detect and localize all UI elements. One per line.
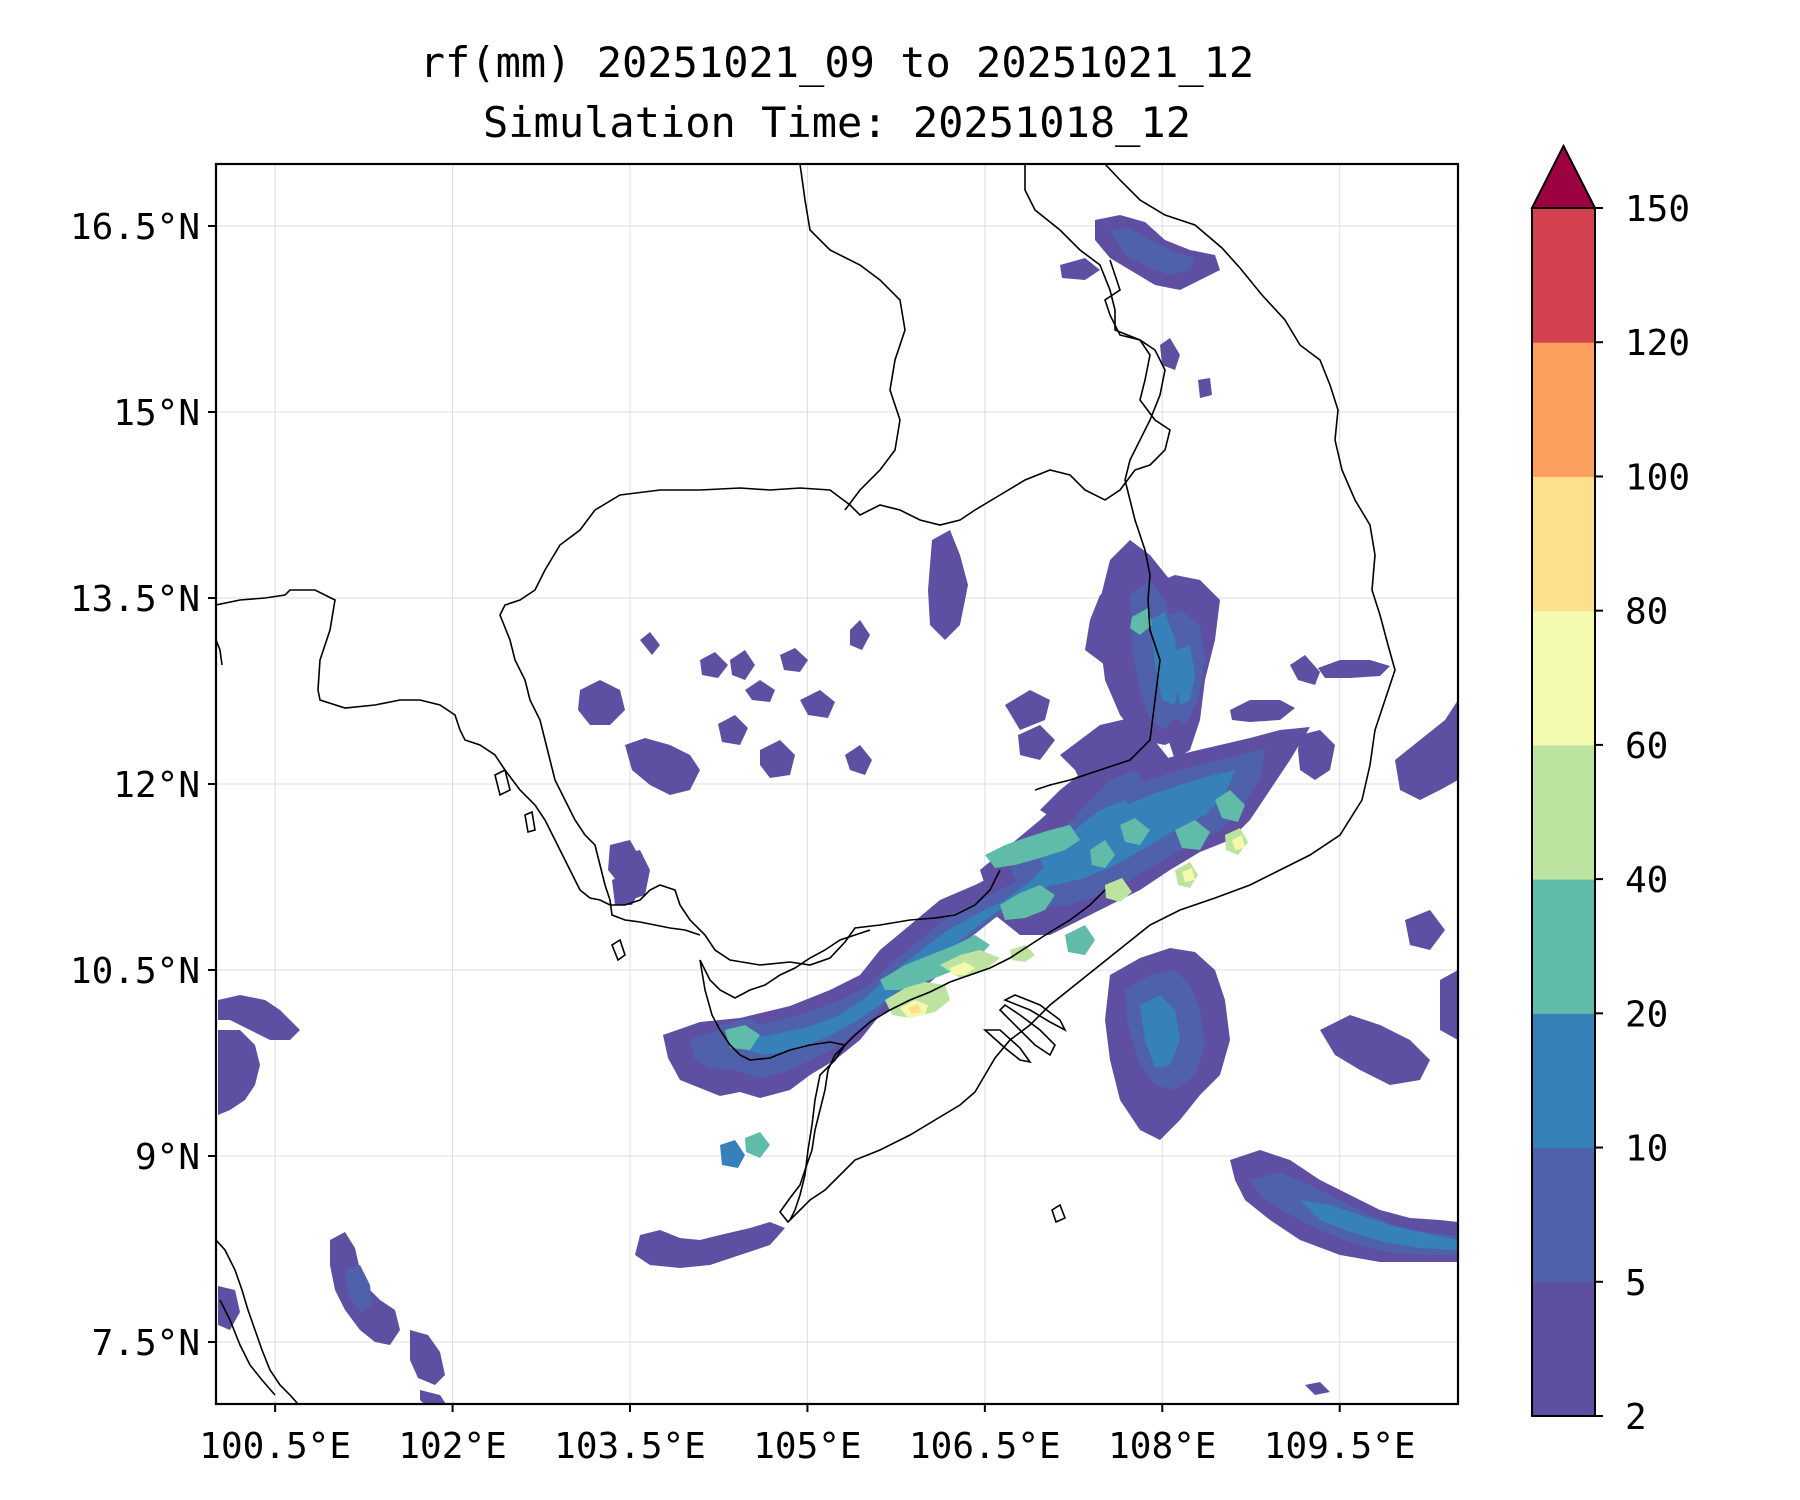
colorbar-segment [1532,208,1595,343]
delta-west-coast [699,959,847,1221]
colorbar-frame [1531,207,1596,1417]
colorbar-tick-label: 80 [1625,592,1668,633]
lon-tick-label: 105°E [753,1426,861,1467]
map-title-line1: rf(mm) 20251021_09 to 20251021_12 [419,38,1255,87]
lon-tick-label: 103.5°E [554,1426,706,1467]
colorbar-tick-label: 2 [1625,1397,1647,1438]
colorbar-segment [1532,879,1595,1014]
lat-tick-label: 16.5°N [70,207,200,248]
rainfall-contours [218,215,1458,1404]
rain-contour-level-4 [725,608,1245,1158]
lon-tick-label: 109.5°E [1264,1426,1416,1467]
latitude-ticks: 7.5°N 9°N 10.5°N 12°N 13.5°N 15°N 16.5°N [70,207,216,1364]
colorbar-tick-label: 10 [1625,1129,1668,1170]
lon-tick-label: 100.5°E [199,1426,351,1467]
laos-border [799,164,906,511]
lat-tick-label: 13.5°N [70,579,200,620]
gridlines [216,164,1458,1404]
colorbar-tick-label: 60 [1625,726,1668,767]
colorbar-tick-label: 5 [1625,1263,1647,1304]
colorbar-tick-label: 40 [1625,860,1668,901]
map-title-line2: Simulation Time: 20251018_12 [482,98,1191,147]
laos-vietnam-border [1024,164,1166,791]
colorbar-tick-label: 100 [1625,457,1690,498]
rain-contour-level-6 [900,835,1245,1018]
gulf-thailand-islands [494,768,1067,1224]
coastlines-borders [216,164,1396,1404]
colorbar-segment [1532,1281,1595,1417]
colorbar-segment [1532,1147,1595,1283]
longitude-ticks: 100.5°E 102°E 103.5°E 105°E 106.5°E 108°E 109.… [199,1404,1416,1467]
vietnam-cambodia-south-border [699,929,871,999]
colorbar-extend-triangle [1530,143,1597,209]
thai-peninsula-inner [219,1299,276,1396]
colorbar-segment [1532,744,1595,880]
colorbar-segment [1532,476,1595,612]
lon-tick-label: 106.5°E [909,1426,1061,1467]
colorbar-segment [1532,342,1595,477]
lat-tick-label: 10.5°N [70,951,200,992]
lon-tick-label: 102°E [398,1426,506,1467]
west-edge-coast [216,639,223,666]
cambodia-border-north [594,259,1171,526]
thailand-cambodia-border [216,589,1001,966]
colorbar-segment [1532,610,1595,746]
lon-tick-label: 108°E [1108,1426,1216,1467]
cambodia-west-border [499,509,596,781]
thailand-gulf-coast [216,1239,299,1404]
gulf-coast-cambodia [554,779,701,936]
lat-tick-label: 7.5°N [92,1323,200,1364]
colorbar-segments [1532,208,1595,1417]
lat-tick-label: 12°N [113,765,200,806]
colorbar-ticks: 2 5 10 20 40 60 80 100 120 150 [1595,189,1690,1438]
colorbar-tick-label: 20 [1625,994,1668,1035]
rain-contour-level-7 [908,1004,922,1014]
colorbar-tick-label: 150 [1625,189,1690,230]
colorbar-segment [1532,1013,1595,1149]
lat-tick-label: 9°N [135,1137,200,1178]
lat-tick-label: 15°N [113,393,200,434]
colorbar-tick-label: 120 [1625,323,1690,364]
mekong-delta-islands [982,994,1067,1064]
